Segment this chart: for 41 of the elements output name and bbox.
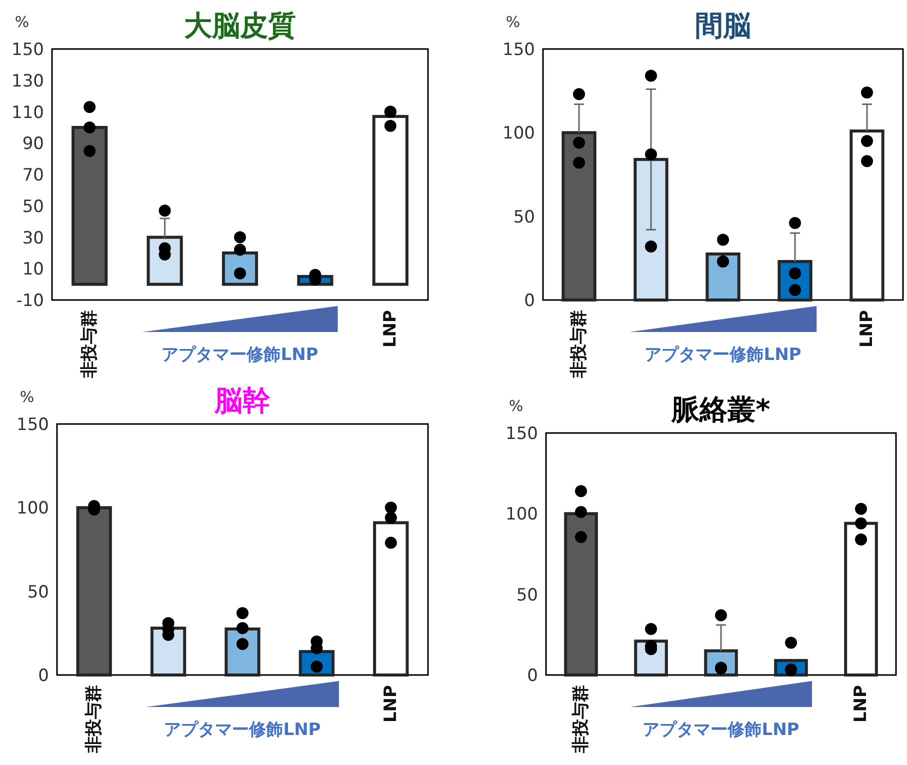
y-tick-label: 150	[16, 415, 49, 435]
x-tick-label: 非投与群	[569, 310, 589, 379]
x-tick-label: LNP	[380, 310, 400, 348]
y-tick-label: 50	[516, 585, 538, 606]
chart-title: 脈絡叢*	[670, 393, 771, 426]
y-tick-label: 30	[22, 228, 44, 248]
chart-title: 脳幹	[214, 384, 270, 417]
chart-title: 間脳	[695, 9, 751, 42]
y-axis-title: %	[508, 397, 524, 415]
y-tick-label: 110	[12, 102, 44, 123]
x-tick-label: LNP	[851, 685, 871, 723]
x-tick-label: 非投与群	[571, 685, 591, 754]
y-axis-title: %	[14, 13, 30, 31]
y-tick-label: 50	[22, 196, 44, 217]
y-tick-label: 90	[22, 134, 44, 154]
y-tick-label: 150	[502, 40, 535, 60]
x-tick-label: 非投与群	[84, 685, 104, 754]
x-tick-label: LNP	[380, 685, 401, 723]
x-tick-label: 非投与群	[80, 310, 100, 379]
y-tick-label: 130	[12, 71, 44, 92]
y-tick-label: 70	[22, 166, 44, 186]
y-tick-label: 0	[38, 666, 49, 686]
y-tick-label: 10	[22, 260, 44, 280]
x-tick-label: LNP	[857, 310, 877, 348]
y-tick-label: 100	[506, 504, 538, 525]
y-axis-title: %	[506, 13, 520, 31]
y-tick-label: 0	[527, 666, 538, 686]
y-tick-label: 100	[502, 124, 535, 144]
chart-title: 大脳皮質	[184, 9, 296, 42]
y-axis-title: %	[20, 388, 34, 406]
y-tick-label: -10	[16, 291, 44, 311]
y-tick-label: 50	[27, 582, 49, 602]
y-tick-label: 100	[16, 498, 49, 519]
text: アプタマー修飾LNP	[642, 720, 800, 740]
y-tick-label: 150	[12, 40, 44, 60]
text: アプタマー修飾LNP	[644, 345, 802, 365]
y-tick-label: 0	[524, 291, 535, 311]
y-tick-label: 50	[513, 207, 535, 228]
text: アプタマー修飾LNP	[164, 720, 321, 740]
text: アプタマー修飾LNP	[162, 345, 318, 365]
y-tick-label: 150	[506, 424, 538, 444]
